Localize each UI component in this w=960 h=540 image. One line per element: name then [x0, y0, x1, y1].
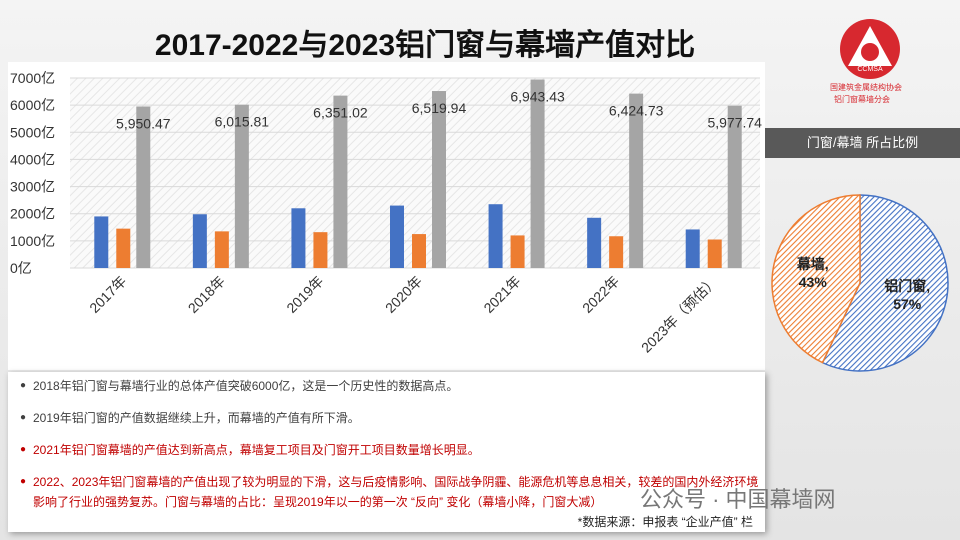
value-label: 6,015.81 [215, 114, 270, 130]
bar [291, 208, 306, 268]
note: 2018年铝门窗与幕墙行业的总体产值突破6000亿，这是一个历史性的数据高点。 [20, 376, 765, 396]
bar [94, 216, 109, 268]
logo: CCMSA 中国建筑金属结构协会 铝门窗幕墙分会 [830, 19, 902, 104]
bar [727, 105, 742, 268]
value-label: 6,943.43 [510, 89, 565, 105]
bar [390, 205, 404, 268]
bar [707, 239, 722, 268]
y-tick-label: 6000亿 [10, 97, 55, 113]
slide-title: 2017-2022与2023铝门窗与幕墙产值对比 [154, 29, 696, 62]
y-tick-label: 0亿 [10, 260, 32, 276]
watermark: 公众号 · 中国幕墙网 [640, 487, 836, 512]
y-tick-label: 4000亿 [10, 151, 55, 167]
bar [587, 217, 602, 268]
bar [510, 235, 525, 268]
logo-branch: 铝门窗幕墙分会 [834, 94, 890, 104]
pie-label: 铝门窗, 57% [884, 277, 931, 312]
bar [432, 91, 446, 268]
source: *数据来源：申报表 “企业产值” 栏 [577, 515, 753, 529]
pie-label: 幕墙, 43% [796, 256, 829, 291]
y-tick-label: 5000亿 [10, 124, 55, 140]
y-tick-label: 7000亿 [10, 70, 55, 86]
y-tick-label: 3000亿 [10, 179, 55, 195]
bar [412, 234, 426, 268]
bar [136, 106, 151, 268]
value-label: 6,424.73 [609, 103, 664, 119]
value-label: 5,950.47 [116, 115, 171, 131]
bar [609, 236, 624, 268]
pie-title: 门窗/幕墙 所占比例 [765, 128, 960, 158]
bar [313, 232, 328, 268]
bar [530, 79, 545, 269]
value-label: 5,977.74 [707, 115, 762, 131]
pie-chart [771, 194, 949, 372]
pie-slice [771, 194, 861, 364]
note: 2021年铝门窗幕墙的产值达到新高点，幕墙复工项目及门窗开工项目数量增长明显。 [20, 440, 765, 460]
value-label: 6,351.02 [313, 105, 368, 121]
note: 2019年铝门窗的产值数据继续上升，而幕墙的产值有所下滑。 [20, 408, 765, 428]
bar [629, 93, 644, 268]
logo-dot [861, 43, 879, 61]
pie-slice [821, 194, 949, 372]
logo-org: 中国建筑金属结构协会 [830, 82, 902, 92]
note: 2022、2023年铝门窗幕墙的产值出现了较为明显的下滑，这与后疫情影响、国际战… [20, 472, 765, 512]
notes-list: 2018年铝门窗与幕墙行业的总体产值突破6000亿，这是一个历史性的数据高点。 2… [8, 376, 765, 512]
bar [685, 229, 700, 268]
y-tick-label: 2000亿 [10, 206, 55, 222]
y-tick-label: 1000亿 [10, 233, 55, 249]
bar [333, 95, 348, 268]
bar [214, 231, 229, 268]
notes-box: 2018年铝门窗与幕墙行业的总体产值突破6000亿，这是一个历史性的数据高点。 2… [8, 372, 765, 532]
bar [116, 228, 131, 268]
bar [234, 104, 249, 268]
value-label: 6,519.94 [412, 100, 467, 116]
logo-abbr: CCMSA [857, 66, 883, 73]
bar [488, 204, 503, 268]
bar [192, 214, 207, 268]
bar-chart: 0亿1000亿2000亿3000亿4000亿5000亿6000亿7000亿201… [8, 62, 765, 370]
